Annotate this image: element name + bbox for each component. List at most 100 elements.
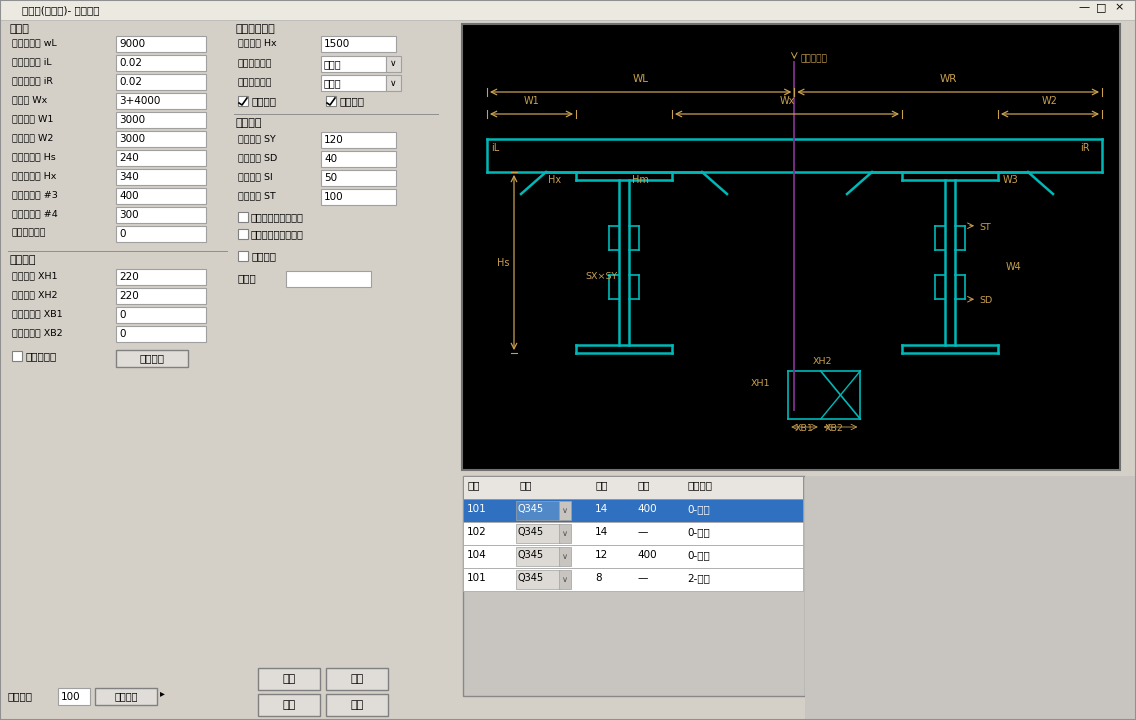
Bar	[258, 668, 320, 690]
Text: 中梁腹板双侧加劲肋: 中梁腹板双侧加劲肋	[251, 229, 303, 239]
Bar	[12, 351, 22, 361]
Text: 400: 400	[637, 504, 657, 514]
Bar	[116, 188, 206, 204]
Bar	[116, 36, 206, 52]
Bar	[559, 524, 571, 543]
Bar	[116, 269, 206, 285]
Bar	[516, 501, 560, 520]
Bar	[386, 75, 401, 91]
Text: 顶板水平: 顶板水平	[251, 96, 276, 106]
Text: 400: 400	[119, 191, 139, 201]
Text: 0-腹板: 0-腹板	[687, 527, 710, 537]
Text: iL: iL	[491, 143, 499, 153]
Text: 3000: 3000	[119, 134, 145, 144]
Text: ∨: ∨	[390, 78, 396, 88]
Bar	[116, 150, 206, 166]
Text: XB2: XB2	[825, 424, 844, 433]
Text: 104: 104	[467, 550, 486, 560]
Text: 220: 220	[119, 272, 139, 282]
Text: 3+4000: 3+4000	[119, 96, 160, 106]
Bar	[463, 545, 803, 568]
Text: ST: ST	[979, 222, 991, 232]
Text: 竖肋宽度 SY: 竖肋宽度 SY	[239, 134, 276, 143]
Text: 钢梁对齐调整: 钢梁对齐调整	[12, 228, 47, 237]
Text: 悬臂高度 XH1: 悬臂高度 XH1	[12, 271, 58, 280]
Text: ∨: ∨	[562, 506, 568, 515]
Text: 桥面板厚度 Hx: 桥面板厚度 Hx	[12, 171, 57, 180]
Text: 桥面板厚度 Hs: 桥面板厚度 Hs	[12, 152, 56, 161]
Text: Q345: Q345	[518, 550, 544, 560]
Bar	[326, 96, 336, 106]
Bar	[559, 501, 571, 520]
Text: 悬臂定义: 悬臂定义	[140, 354, 165, 364]
Text: Hs: Hs	[496, 258, 509, 268]
Text: W4: W4	[1006, 263, 1021, 272]
Bar	[239, 251, 248, 261]
Text: □: □	[1096, 2, 1106, 12]
Text: 钢梁标准截面: 钢梁标准截面	[236, 24, 276, 34]
Text: Wx: Wx	[779, 96, 795, 106]
Bar	[321, 56, 386, 72]
Bar	[463, 522, 803, 545]
Text: 顶板对齐方式: 顶板对齐方式	[239, 59, 273, 68]
Text: 桥面板右坡 iR: 桥面板右坡 iR	[12, 76, 53, 85]
Bar	[463, 476, 805, 696]
Bar	[116, 350, 187, 367]
Text: 0-顶板: 0-顶板	[687, 504, 710, 514]
Bar	[286, 271, 371, 287]
Bar	[116, 288, 206, 304]
Text: Q345: Q345	[518, 527, 544, 537]
Bar	[258, 694, 320, 716]
Text: 8: 8	[595, 573, 602, 583]
Bar	[462, 24, 1120, 470]
Text: Q345: Q345	[518, 573, 544, 583]
Text: 右侧悬臂 W2: 右侧悬臂 W2	[12, 133, 53, 142]
Text: 边梁腹板双侧加劲肋: 边梁腹板双侧加劲肋	[251, 212, 303, 222]
Bar	[8, 251, 228, 252]
Text: iR: iR	[1080, 143, 1089, 153]
Text: 0.02: 0.02	[119, 77, 142, 87]
Text: 12: 12	[595, 550, 608, 560]
Bar	[239, 229, 248, 239]
Text: 101: 101	[467, 573, 486, 583]
Text: 板厚: 板厚	[595, 480, 608, 490]
Text: 类别: 类别	[519, 480, 532, 490]
Text: W3: W3	[1003, 175, 1019, 185]
Text: 腹板数: 腹板数	[239, 273, 257, 283]
Text: 0: 0	[119, 310, 125, 320]
Text: 底板对齐方式: 底板对齐方式	[239, 78, 273, 87]
Bar	[116, 326, 206, 342]
Text: WR: WR	[939, 74, 957, 84]
Bar	[0, 0, 1136, 20]
Text: 确定: 确定	[283, 674, 295, 684]
Text: 1500: 1500	[324, 39, 350, 49]
Text: 2-底模: 2-底模	[687, 573, 710, 583]
Bar	[386, 56, 401, 72]
Text: 箱室划分: 箱室划分	[251, 251, 276, 261]
Text: 240: 240	[119, 153, 139, 163]
Text: ∨: ∨	[390, 60, 396, 68]
Text: 钢梁高度 Hx: 钢梁高度 Hx	[239, 38, 277, 47]
Text: Q345: Q345	[518, 504, 544, 514]
Bar	[321, 151, 396, 167]
Bar	[116, 93, 206, 109]
Text: 101: 101	[467, 504, 486, 514]
Text: SX×SY: SX×SY	[586, 271, 618, 281]
Bar	[463, 476, 803, 499]
Text: 3000: 3000	[119, 115, 145, 125]
Bar	[516, 524, 560, 543]
Text: 竖肋倒角 SI: 竖肋倒角 SI	[239, 172, 273, 181]
Bar	[559, 547, 571, 566]
Text: 0-底板: 0-底板	[687, 550, 710, 560]
Text: W1: W1	[524, 96, 540, 106]
Text: W2: W2	[1042, 96, 1058, 106]
Text: XH2: XH2	[812, 357, 832, 366]
Text: 340: 340	[119, 172, 139, 182]
Bar	[326, 668, 389, 690]
Text: 编号: 编号	[467, 480, 479, 490]
Text: 悬臂高度 XH2: 悬臂高度 XH2	[12, 290, 58, 299]
Text: 左侧悬臂 W1: 左侧悬臂 W1	[12, 114, 53, 123]
Text: 悬臂装部: 悬臂装部	[10, 255, 36, 265]
Text: ∨: ∨	[562, 552, 568, 561]
Text: 桥面板: 桥面板	[10, 24, 30, 34]
